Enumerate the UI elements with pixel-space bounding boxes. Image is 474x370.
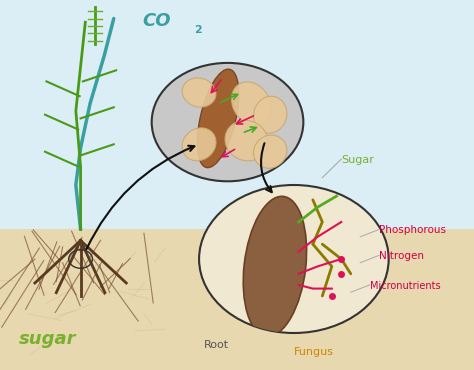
Text: 2: 2 [194, 25, 202, 35]
Text: Fungus: Fungus [294, 347, 334, 357]
Ellipse shape [225, 120, 268, 161]
Ellipse shape [182, 78, 216, 107]
Ellipse shape [182, 128, 216, 161]
Text: Root: Root [204, 340, 229, 350]
Circle shape [199, 185, 389, 333]
Circle shape [152, 63, 303, 181]
Text: sugar: sugar [19, 330, 76, 348]
Text: Nitrogen: Nitrogen [379, 251, 424, 261]
FancyBboxPatch shape [0, 229, 474, 370]
Ellipse shape [231, 82, 271, 125]
Text: Micronutrients: Micronutrients [370, 280, 440, 290]
Ellipse shape [243, 196, 307, 336]
FancyBboxPatch shape [0, 0, 474, 240]
Text: Phosphorous: Phosphorous [379, 225, 446, 235]
Ellipse shape [254, 96, 287, 133]
Ellipse shape [254, 135, 287, 168]
Text: Sugar: Sugar [341, 155, 374, 165]
Text: CO: CO [142, 12, 171, 30]
Ellipse shape [197, 69, 239, 168]
